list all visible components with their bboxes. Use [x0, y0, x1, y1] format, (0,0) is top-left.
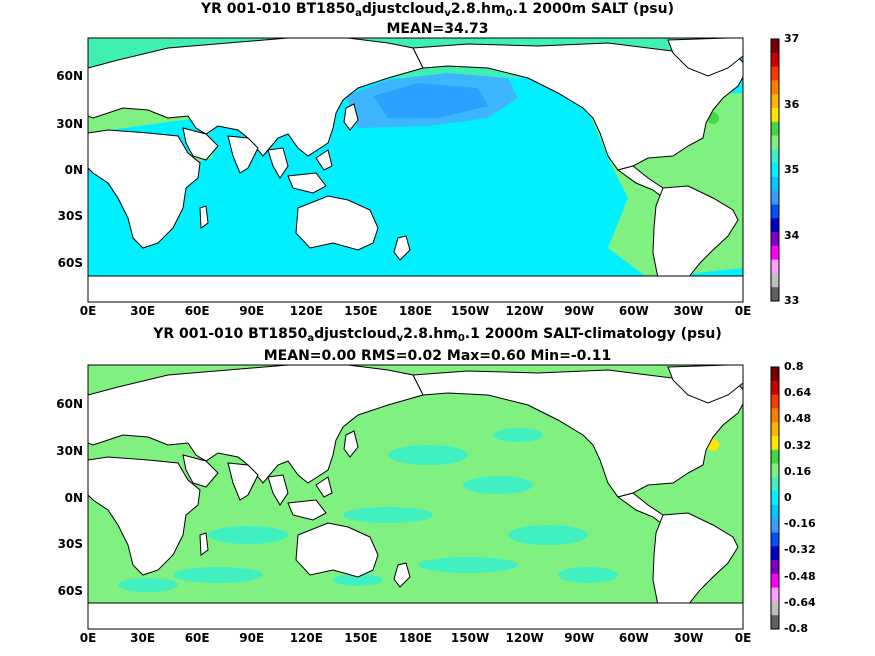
colorbar-2-swatch: [771, 394, 779, 409]
colorbar-2-tick: 0.16: [784, 464, 812, 478]
colorbar-1-tick: 35: [784, 163, 800, 176]
ylabel-30s-p1: 30S: [57, 209, 83, 223]
colorbar-2-tick: 0.48: [784, 412, 812, 426]
colorbar-1-swatch: [771, 94, 779, 109]
colorbar-2-swatch: [771, 615, 779, 630]
ylabel-60s-p1: 60S: [57, 256, 83, 270]
colorbar-2-swatch: [771, 601, 779, 616]
colorbar-2-swatch: [771, 449, 779, 465]
colorbar-1-swatch: [771, 232, 779, 247]
colorbar-2-tick: 0: [784, 491, 792, 504]
colorbar-2-swatch: [771, 532, 779, 547]
colorbar-2-swatch: [771, 573, 779, 589]
panel2-title: YR 001-010 BT1850adjustcloudv2.8.hm0.1 2…: [153, 326, 722, 344]
colorbar-2-swatch: [771, 435, 779, 451]
colorbar-1-swatch: [771, 190, 779, 205]
xlabel-p1-10: 60W: [618, 304, 649, 318]
ylabel-30s-p2: 30S: [57, 537, 83, 551]
colorbar-2-swatch: [771, 560, 779, 575]
colorbar-2-tick: 0.32: [784, 438, 812, 452]
xlabel-p1-3: 90E: [239, 304, 265, 318]
colorbar-2-swatch: [771, 422, 779, 437]
ylabel-60n-p1: 60N: [56, 69, 83, 83]
xlabel-p2-1: 30E: [130, 631, 156, 645]
colorbar-1-swatch: [771, 218, 779, 233]
xlabel-p1-12: 0E: [734, 304, 752, 318]
xlabel-p2-0: 0E: [79, 631, 97, 645]
xlabel-p1-0: 0E: [79, 304, 97, 318]
colorbar-1-tick: 33: [784, 294, 800, 307]
panel1-subtitle: MEAN=34.73: [386, 21, 489, 37]
xlabel-p1-7: 150W: [450, 304, 490, 318]
xlabel-p2-8: 120W: [505, 631, 544, 645]
xlabel-p1-8: 120W: [505, 304, 544, 318]
colorbar-2-swatch: [771, 491, 779, 506]
colorbar-2-tick: 0.64: [784, 386, 812, 400]
colorbar-1-swatch: [771, 245, 779, 261]
colorbar-1-swatch: [771, 121, 779, 137]
colorbar-2-swatch: [771, 463, 779, 478]
ylabel-30n-p2: 30N: [56, 444, 83, 458]
colorbar-2-swatch: [771, 477, 779, 492]
xlabel-p2-2: 60E: [184, 631, 210, 645]
panel1-title: YR 001-010 BT1850adjustcloudv2.8.hm0.1 2…: [200, 1, 674, 19]
ylabel-60s-p2: 60S: [57, 584, 83, 598]
colorbar-1-swatch: [771, 80, 779, 95]
colorbar-1-swatch: [771, 107, 779, 123]
xlabel-p2-5: 150E: [344, 631, 378, 645]
xlabel-p2-12: 0E: [734, 631, 752, 645]
xlabel-p1-5: 150E: [344, 304, 378, 318]
colorbar-2-swatch: [771, 380, 779, 396]
panel2-subtitle: MEAN=0.00 RMS=0.02 Max=0.60 Min=-0.11: [263, 348, 612, 364]
colorbar-2-swatch: [771, 518, 779, 533]
xlabel-p2-9: 90W: [564, 631, 595, 645]
colorbar-1-tick: 37: [784, 32, 800, 45]
colorbar-2-swatch: [771, 367, 779, 382]
ylabel-0n-p2: 0N: [64, 491, 83, 505]
xlabel-p2-7: 150W: [450, 631, 490, 645]
colorbar-1-swatch: [771, 135, 779, 150]
colorbar-2-swatch: [771, 504, 779, 520]
colorbar-1-swatch: [771, 273, 779, 288]
colorbar-1-swatch: [771, 287, 779, 302]
xlabel-p1-11: 30W: [673, 304, 704, 318]
colorbar-2-swatch: [771, 546, 779, 561]
xlabel-p2-6: 180E: [398, 631, 433, 645]
xlabel-p1-2: 60E: [184, 304, 210, 318]
colorbar-2-tick: -0.48: [784, 569, 816, 583]
xlabel-p2-11: 30W: [673, 631, 704, 645]
colorbar-2: [770, 366, 780, 630]
colorbar-2-tick: -0.8: [784, 622, 809, 635]
map-panel-1: [87, 37, 744, 303]
colorbar-2-swatch: [771, 408, 779, 423]
xlabel-p2-3: 90E: [239, 631, 265, 645]
ylabel-0n-p1: 0N: [64, 163, 83, 177]
map-panel-2: [87, 364, 744, 630]
xlabel-p1-4: 120E: [289, 304, 323, 318]
colorbar-2-swatch: [771, 587, 779, 602]
xlabel-p2-4: 120E: [289, 631, 323, 645]
colorbar-2-tick: -0.64: [784, 595, 816, 609]
colorbar-2-tick: -0.32: [784, 543, 816, 557]
colorbar-2-tick: 0.8: [784, 360, 804, 373]
colorbar-1-swatch: [771, 66, 779, 81]
colorbar-1-swatch: [771, 163, 779, 178]
colorbar-2-tick: -0.16: [784, 517, 816, 531]
colorbar-1-swatch: [771, 149, 779, 164]
xlabel-p1-6: 180E: [398, 304, 433, 318]
xlabel-p1-1: 30E: [130, 304, 156, 318]
colorbar-1-tick: 34: [784, 228, 800, 242]
colorbar-1-swatch: [771, 39, 779, 54]
xlabel-p1-9: 90W: [564, 304, 595, 318]
colorbar-1-swatch: [771, 204, 779, 219]
colorbar-1-swatch: [771, 176, 779, 192]
ylabel-30n-p1: 30N: [56, 117, 83, 131]
colorbar-1: [770, 38, 780, 302]
colorbar-1-swatch: [771, 259, 779, 274]
colorbar-1-swatch: [771, 52, 779, 68]
ylabel-60n-p2: 60N: [56, 397, 83, 411]
colorbar-1-tick: 36: [784, 97, 800, 111]
xlabel-p2-10: 60W: [618, 631, 649, 645]
